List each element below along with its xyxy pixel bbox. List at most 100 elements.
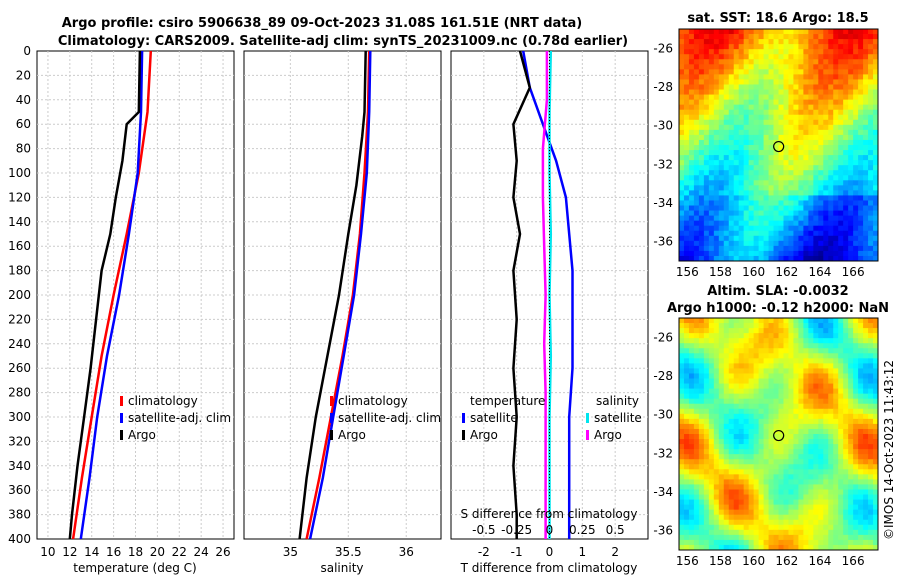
sst-cell [843, 99, 849, 106]
sst-cell [778, 205, 784, 211]
sla-cell [778, 323, 784, 329]
sla-cell [853, 479, 859, 485]
sla-cell [793, 524, 799, 531]
sla-cell [698, 328, 705, 334]
sst-cell [858, 205, 864, 211]
sla-cell [793, 509, 799, 516]
sla-cell [823, 524, 829, 531]
sla-cell [808, 459, 814, 465]
sla-cell [833, 534, 839, 541]
sst-cell [708, 250, 715, 257]
sst-cell [743, 34, 750, 40]
sst-cell [813, 74, 819, 80]
sst-cell [793, 54, 799, 60]
sla-cell [798, 323, 804, 329]
sla-cell [803, 454, 809, 460]
sla-cell [688, 323, 695, 329]
sla-cell [743, 373, 750, 379]
sla-cell [828, 529, 834, 536]
sst-cell [788, 255, 794, 262]
sst-cell [693, 225, 700, 232]
sst-cell [683, 44, 690, 50]
sla-cell [693, 459, 700, 465]
sla-cell [743, 333, 750, 339]
sla-cell [843, 539, 849, 546]
sst-cell [783, 129, 789, 136]
sla-cell [803, 348, 809, 354]
sst-cell [863, 54, 869, 60]
sla-cell [803, 418, 809, 425]
sla-cell [748, 544, 755, 551]
sla-cell [733, 348, 740, 354]
sla-cell [708, 383, 715, 390]
sla-cell [803, 524, 809, 531]
sla-cell [683, 328, 690, 334]
sst-cell [708, 220, 715, 227]
sla-cell [783, 323, 789, 329]
map-lat-tick-label: -32 [653, 446, 673, 460]
sla-cell [733, 333, 740, 339]
sst-cell [698, 190, 705, 196]
sst-cell [728, 139, 735, 146]
sst-cell [698, 255, 705, 262]
sla-cell [738, 398, 745, 405]
sst-cell [873, 230, 879, 237]
sla-cell [693, 439, 700, 445]
sla-cell [688, 484, 695, 490]
sst-cell [753, 84, 760, 90]
sst-cell [713, 220, 720, 227]
sla-cell [863, 388, 869, 395]
sst-cell [798, 74, 804, 80]
sst-cell [863, 215, 869, 222]
sla-cell [783, 444, 789, 450]
sst-cell [753, 245, 760, 252]
sst-cell [688, 210, 695, 217]
sst-cell [813, 109, 819, 116]
sla-cell [813, 363, 819, 369]
sla-cell [828, 534, 834, 541]
sla-cell [713, 338, 720, 344]
sst-cell [798, 64, 804, 70]
sst-cell [803, 74, 809, 80]
sst-cell [818, 119, 824, 126]
sla-cell [763, 408, 769, 415]
sla-cell [679, 469, 685, 475]
sst-cell [698, 185, 705, 191]
sst-cell [783, 79, 789, 85]
sst-cell [778, 49, 784, 55]
sst-cell [803, 185, 809, 191]
sla-cell [823, 444, 829, 450]
sst-cell [753, 220, 760, 227]
depth-tick-label: 380 [8, 508, 31, 522]
sla-cell [778, 524, 784, 531]
sst-cell [679, 210, 685, 217]
depth-tick-label: 120 [8, 190, 31, 204]
sla-cell [753, 459, 760, 465]
sla-cell [758, 403, 764, 410]
sst-cell [858, 155, 864, 161]
sla-cell [723, 368, 730, 374]
sla-cell [723, 333, 730, 339]
sst-cell [873, 155, 879, 161]
sla-cell [728, 439, 735, 445]
sst-cell [853, 39, 859, 45]
sst-cell [743, 84, 750, 90]
sla-cell [683, 464, 690, 470]
sla-cell [823, 418, 829, 425]
sst-cell [773, 155, 779, 161]
sla-cell [843, 373, 849, 379]
sla-cell [813, 434, 819, 440]
sst-cell [768, 225, 774, 232]
sst-cell [823, 124, 829, 131]
sst-cell [788, 210, 794, 217]
sla-cell [773, 544, 779, 551]
sst-cell [733, 49, 740, 55]
sla-cell [838, 363, 844, 369]
sla-cell [833, 524, 839, 531]
sst-cell [798, 34, 804, 40]
sst-cell [873, 114, 879, 121]
sst-cell [708, 119, 715, 126]
sla-cell [679, 408, 685, 415]
sla-cell [793, 373, 799, 379]
sst-cell [748, 210, 755, 217]
